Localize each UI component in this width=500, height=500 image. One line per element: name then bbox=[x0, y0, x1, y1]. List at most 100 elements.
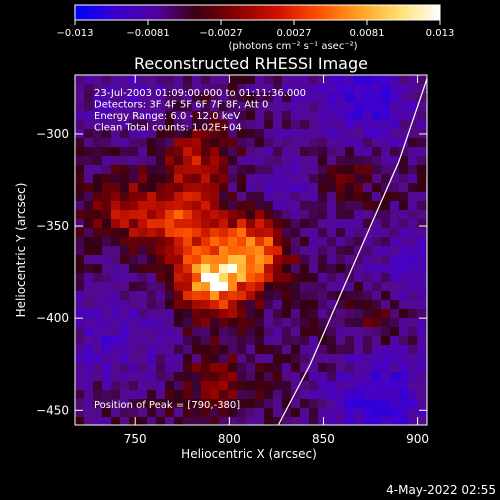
heatmap-cell bbox=[390, 93, 400, 103]
heatmap-cell bbox=[354, 165, 364, 175]
heatmap-cell bbox=[417, 120, 427, 130]
heatmap-cell bbox=[93, 75, 103, 85]
heatmap-cell bbox=[300, 237, 310, 247]
heatmap-cell bbox=[372, 246, 382, 256]
heatmap-cell bbox=[318, 93, 328, 103]
heatmap-cell bbox=[111, 417, 121, 425]
heatmap-cell bbox=[111, 399, 121, 409]
heatmap-cell bbox=[372, 165, 382, 175]
colorbar bbox=[74, 4, 441, 21]
heatmap-cell bbox=[183, 309, 193, 319]
heatmap-cell bbox=[147, 147, 157, 157]
heatmap-cell bbox=[363, 210, 373, 220]
heatmap-cell bbox=[309, 309, 319, 319]
heatmap-cell bbox=[354, 84, 364, 94]
heatmap-cell bbox=[318, 336, 328, 346]
heatmap-cell bbox=[156, 372, 166, 382]
heatmap-cell bbox=[264, 390, 274, 400]
heatmap-cell bbox=[300, 336, 310, 346]
heatmap-cell bbox=[345, 327, 355, 337]
heatmap-cell bbox=[138, 120, 148, 130]
heatmap-cell bbox=[237, 345, 247, 355]
heatmap-cell bbox=[120, 399, 130, 409]
heatmap-cell bbox=[138, 255, 148, 265]
heatmap-cell bbox=[318, 246, 328, 256]
heatmap-cell bbox=[210, 327, 220, 337]
heatmap-cell bbox=[120, 363, 130, 373]
heatmap-cell bbox=[300, 93, 310, 103]
heatmap-cell bbox=[102, 354, 112, 364]
heatmap-cell bbox=[156, 345, 166, 355]
heatmap-cell bbox=[156, 165, 166, 175]
heatmap-cell bbox=[201, 246, 211, 256]
heatmap-cell bbox=[408, 228, 418, 238]
heatmap-cell bbox=[282, 282, 292, 292]
heatmap-cell bbox=[165, 129, 175, 139]
heatmap-cell bbox=[219, 219, 229, 229]
heatmap-cell bbox=[138, 345, 148, 355]
heatmap-cell bbox=[399, 345, 409, 355]
heatmap-cell bbox=[219, 138, 229, 148]
heatmap-cell bbox=[291, 75, 301, 85]
heatmap-cell bbox=[102, 138, 112, 148]
heatmap-cell bbox=[372, 300, 382, 310]
heatmap-cell bbox=[246, 363, 256, 373]
heatmap-cell bbox=[381, 345, 391, 355]
heatmap-cell bbox=[228, 399, 238, 409]
heatmap-cell bbox=[282, 102, 292, 112]
x-axis-label: Heliocentric X (arcsec) bbox=[181, 447, 317, 461]
heatmap-cell bbox=[255, 192, 265, 202]
heatmap-cell bbox=[138, 174, 148, 184]
heatmap-cell bbox=[354, 336, 364, 346]
heatmap-cell bbox=[291, 174, 301, 184]
heatmap-cell bbox=[246, 282, 256, 292]
heatmap-cell bbox=[399, 165, 409, 175]
heatmap-cell bbox=[327, 138, 337, 148]
heatmap-cell bbox=[192, 102, 202, 112]
heatmap-cell bbox=[363, 102, 373, 112]
heatmap-cell bbox=[246, 84, 256, 94]
heatmap-cell bbox=[120, 255, 130, 265]
y-tick-label: −300 bbox=[36, 127, 69, 141]
heatmap-cell bbox=[165, 165, 175, 175]
heatmap-cell bbox=[75, 174, 85, 184]
heatmap-cell bbox=[102, 246, 112, 256]
heatmap-cell bbox=[345, 381, 355, 391]
heatmap-cell bbox=[165, 228, 175, 238]
heatmap-cell bbox=[165, 138, 175, 148]
heatmap-cell bbox=[354, 255, 364, 265]
heatmap-cell bbox=[111, 192, 121, 202]
heatmap-cell bbox=[93, 273, 103, 283]
heatmap-cell bbox=[237, 138, 247, 148]
heatmap-cell bbox=[327, 363, 337, 373]
heatmap-cell bbox=[273, 120, 283, 130]
heatmap-cell bbox=[282, 174, 292, 184]
heatmap-cell bbox=[147, 174, 157, 184]
heatmap-cell bbox=[390, 417, 400, 425]
heatmap-cell bbox=[147, 255, 157, 265]
heatmap-cell bbox=[210, 273, 220, 283]
heatmap-cell bbox=[372, 75, 382, 85]
heatmap-cell bbox=[129, 327, 139, 337]
heatmap-cell bbox=[237, 246, 247, 256]
heatmap-cell bbox=[381, 183, 391, 193]
heatmap-cell bbox=[336, 111, 346, 121]
heatmap-cell bbox=[282, 300, 292, 310]
heatmap-cell bbox=[345, 363, 355, 373]
heatmap-cell bbox=[111, 93, 121, 103]
heatmap-cell bbox=[354, 399, 364, 409]
heatmap-cell bbox=[327, 372, 337, 382]
heatmap-cell bbox=[336, 165, 346, 175]
heatmap-cell bbox=[381, 219, 391, 229]
heatmap-cell bbox=[120, 417, 130, 425]
heatmap-cell bbox=[318, 120, 328, 130]
heatmap-cell bbox=[399, 93, 409, 103]
heatmap-cell bbox=[210, 372, 220, 382]
heatmap-cell bbox=[327, 336, 337, 346]
heatmap-cell bbox=[102, 192, 112, 202]
heatmap-cell bbox=[138, 93, 148, 103]
heatmap-cell bbox=[390, 255, 400, 265]
heatmap-cell bbox=[291, 417, 301, 425]
heatmap-cell bbox=[309, 75, 319, 85]
heatmap-cell bbox=[363, 165, 373, 175]
